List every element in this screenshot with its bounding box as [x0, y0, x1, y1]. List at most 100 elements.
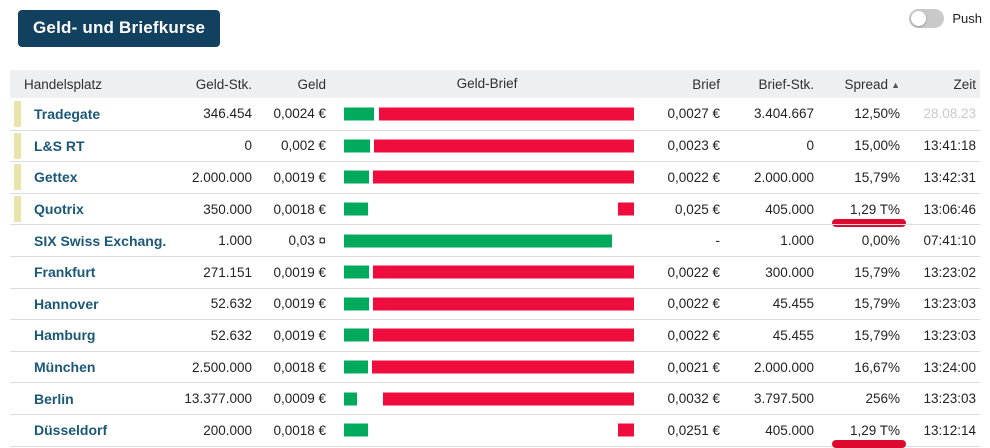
ask-bar: [373, 297, 634, 311]
column-header-geld-stk[interactable]: Geld-Stk.: [195, 76, 252, 92]
venue-link[interactable]: München: [34, 359, 96, 376]
brief-value: 0,0251 €: [667, 422, 720, 438]
bid-bar: [344, 423, 368, 437]
geld-stk-value: 2.000.000: [191, 169, 252, 185]
bid-bar: [344, 360, 368, 374]
spread-cell: 1,29 T%: [814, 201, 906, 227]
push-toggle[interactable]: [909, 9, 945, 28]
bid-bar: [344, 107, 375, 121]
zeit-value: 13:23:03: [923, 327, 976, 343]
ask-bar: [373, 170, 634, 184]
handelsplatz-cell: L&S RT: [10, 131, 160, 162]
geld-value: 0,0018 €: [273, 201, 326, 217]
ask-bar: [372, 360, 634, 374]
spread-bar-track: [344, 423, 634, 437]
bid-bar: [344, 139, 370, 153]
spread-bar-track: [344, 202, 634, 216]
spread-value: 256%: [865, 391, 900, 407]
bid-bar: [344, 265, 369, 279]
table-row: Düsseldorf 200.000 0,0018 € 0,0251 € 405…: [10, 413, 980, 448]
brief-stk-value: 3.404.667: [753, 106, 814, 122]
column-header-zeit[interactable]: Zeit: [953, 76, 976, 92]
geld-stk-value: 13.377.000: [184, 391, 252, 407]
geld-brief-bar-cell: [326, 257, 648, 288]
bid-bar: [344, 202, 368, 216]
spread-cell: 16,67%: [814, 360, 900, 375]
handelsplatz-cell: Quotrix: [10, 194, 160, 225]
row-indicator-bar: [14, 196, 21, 223]
geld-brief-bar-cell: [326, 289, 648, 320]
geld-stk-value: 2.500.000: [191, 359, 252, 375]
venue-link[interactable]: Frankfurt: [34, 264, 96, 281]
geld-brief-bar-cell: [326, 415, 648, 446]
geld-value: 0,0018 €: [273, 359, 326, 375]
table-row: München 2.500.000 0,0018 € 0,0021 € 2.00…: [10, 350, 980, 383]
venue-link[interactable]: Hamburg: [34, 327, 96, 344]
table-row: Hamburg 52.632 0,0019 € 0,0022 € 45.455 …: [10, 319, 980, 351]
handelsplatz-cell: Gettex: [10, 162, 160, 193]
red-marker-annotation: [832, 218, 906, 227]
venue-link[interactable]: Gettex: [34, 169, 78, 186]
spread-value: 15,79%: [854, 264, 900, 280]
venue-link[interactable]: SIX Swiss Exchang.: [34, 232, 167, 249]
venue-link[interactable]: Düsseldorf: [34, 422, 108, 439]
column-header-geld-brief[interactable]: Geld-Brief: [456, 76, 518, 91]
table-row: Frankfurt 271.151 0,0019 € 0,0022 € 300.…: [10, 255, 980, 288]
geld-stk-value: 350.000: [203, 201, 252, 217]
table-row: L&S RT 0 0,002 € 0,0023 € 0 15,00% 13:41…: [10, 129, 980, 162]
brief-value: 0,0022 €: [667, 264, 720, 280]
spread-bar-track: [344, 139, 634, 153]
brief-value: 0,025 €: [674, 201, 720, 217]
spread-bar-track: [344, 328, 634, 342]
handelsplatz-cell: SIX Swiss Exchang.: [10, 225, 166, 256]
column-header-handelsplatz[interactable]: Handelsplatz: [24, 76, 103, 92]
page-title: Geld- und Briefkurse: [18, 10, 221, 47]
table-row: Quotrix 350.000 0,0018 € 0,025 € 405.000…: [10, 192, 980, 227]
geld-brief-bar-cell: [326, 383, 648, 414]
geld-stk-value: 1.000: [218, 233, 252, 249]
spread-value: 1,29 T%: [849, 201, 900, 217]
geld-value: 0,0019 €: [273, 327, 326, 343]
venue-link[interactable]: L&S RT: [34, 137, 85, 154]
column-header-brief-stk[interactable]: Brief-Stk.: [758, 76, 814, 92]
zeit-value: 13:06:46: [923, 201, 976, 217]
geld-value: 0,0019 €: [273, 169, 326, 185]
brief-stk-value: 1.000: [780, 233, 814, 249]
venue-link[interactable]: Quotrix: [34, 201, 84, 218]
geld-brief-bar-cell: [326, 320, 648, 351]
ask-bar: [618, 423, 634, 437]
spread-value: 16,67%: [854, 359, 900, 375]
spread-cell: 1,29 T%: [814, 423, 906, 448]
brief-value: 0,0022 €: [667, 169, 720, 185]
geld-stk-value: 200.000: [203, 422, 252, 438]
geld-brief-bar-cell: [326, 352, 648, 383]
spread-header-label: Spread: [844, 76, 889, 92]
row-indicator-bar: [14, 100, 21, 127]
handelsplatz-cell: Düsseldorf: [10, 415, 160, 446]
ask-bar: [383, 392, 634, 406]
handelsplatz-cell: München: [10, 352, 160, 383]
venue-link[interactable]: Tradegate: [34, 105, 101, 122]
push-label: Push: [952, 11, 982, 26]
spread-cell: 256%: [814, 391, 900, 406]
spread-cell: 15,79%: [814, 170, 900, 185]
spread-bar-track: [344, 170, 634, 184]
table-row: Gettex 2.000.000 0,0019 € 0,0022 € 2.000…: [10, 161, 980, 193]
bid-bar: [344, 297, 369, 311]
geld-value: 0,03 ¤: [288, 233, 326, 249]
venue-link[interactable]: Berlin: [34, 390, 74, 407]
column-header-geld[interactable]: Geld: [297, 76, 326, 92]
geld-stk-value: 52.632: [210, 327, 252, 343]
column-header-brief[interactable]: Brief: [692, 76, 720, 92]
geld-value: 0,0024 €: [273, 106, 326, 122]
geld-brief-bar-cell: [326, 225, 648, 256]
column-header-spread[interactable]: Spread ▲: [814, 77, 900, 92]
spread-value: 15,79%: [854, 296, 900, 312]
venue-link[interactable]: Hannover: [34, 295, 99, 312]
geld-value: 0,002 €: [280, 138, 326, 154]
spread-cell: 15,00%: [814, 138, 900, 153]
brief-stk-value: 45.455: [772, 296, 814, 312]
brief-value: 0,0027 €: [667, 106, 720, 122]
zeit-value: 13:23:02: [923, 264, 976, 280]
table-body: Tradegate 346.454 0,0024 € 0,0027 € 3.40…: [10, 98, 980, 448]
